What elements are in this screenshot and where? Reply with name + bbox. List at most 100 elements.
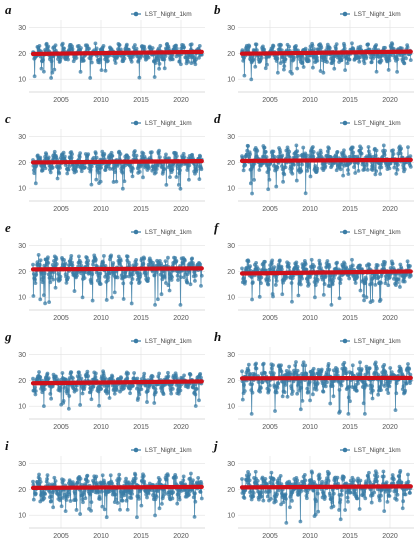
data-point <box>142 47 147 52</box>
data-point <box>313 295 317 300</box>
x-tick-label: 2005 <box>53 424 69 431</box>
panel-label: f <box>214 220 220 235</box>
data-point <box>388 366 393 370</box>
data-point <box>249 411 254 416</box>
data-point <box>392 165 397 170</box>
data-point <box>387 488 392 493</box>
data-point <box>325 259 330 263</box>
data-point <box>348 399 352 404</box>
data-point <box>374 148 379 153</box>
data-point <box>199 273 204 278</box>
data-point <box>93 375 98 379</box>
data-point <box>153 513 157 518</box>
data-point <box>408 381 412 386</box>
data-point <box>142 479 147 484</box>
data-point <box>100 473 105 478</box>
data-point <box>312 264 317 269</box>
data-point <box>405 45 410 50</box>
x-tick-label: 2015 <box>133 533 149 540</box>
data-point <box>131 383 135 388</box>
data-point <box>41 69 46 74</box>
data-point <box>283 492 288 497</box>
data-point <box>199 283 203 288</box>
data-point <box>331 58 336 63</box>
data-point <box>174 175 179 179</box>
data-point <box>272 155 277 159</box>
data-point <box>329 302 334 307</box>
data-point <box>110 481 114 486</box>
data-point <box>156 46 161 51</box>
data-point <box>269 470 274 475</box>
data-point <box>315 277 320 282</box>
data-point <box>250 297 254 302</box>
data-point <box>174 46 179 51</box>
data-point <box>47 489 52 494</box>
data-point <box>179 489 184 493</box>
data-point <box>61 496 66 500</box>
data-point <box>89 508 93 513</box>
data-point <box>256 267 261 271</box>
data-point <box>145 495 149 500</box>
data-point <box>408 58 413 63</box>
data-point <box>329 496 334 501</box>
data-point <box>378 172 383 176</box>
data-point <box>41 293 46 297</box>
x-tick-label: 2015 <box>342 533 358 540</box>
x-tick-label: 2020 <box>382 533 398 540</box>
data-point <box>275 165 280 170</box>
data-point <box>294 360 298 364</box>
data-point <box>335 150 340 154</box>
data-point <box>296 293 301 298</box>
data-point <box>364 162 369 167</box>
data-point <box>246 259 251 264</box>
data-point <box>303 191 308 196</box>
data-point <box>42 271 47 276</box>
data-point <box>311 145 315 149</box>
data-point <box>175 273 180 278</box>
x-tick-label: 2020 <box>382 97 398 104</box>
data-point <box>155 297 160 302</box>
data-point <box>278 150 283 155</box>
chart-panel-a: a LST_Night_1km 10 20 30 2005 2010 2015 2020 <box>5 2 205 104</box>
data-point <box>367 366 372 371</box>
data-point <box>159 292 164 297</box>
data-point <box>338 409 342 414</box>
legend-marker <box>133 338 139 344</box>
data-point <box>378 297 383 302</box>
data-point <box>137 496 141 501</box>
data-point <box>300 162 304 167</box>
data-point <box>295 66 300 71</box>
data-point <box>381 143 386 148</box>
data-point <box>174 475 178 480</box>
data-point <box>129 169 134 174</box>
data-point <box>405 259 410 264</box>
data-point <box>331 394 336 399</box>
x-tick-label: 2020 <box>173 424 189 431</box>
data-point <box>310 470 314 475</box>
data-point <box>289 281 294 285</box>
data-point <box>71 482 76 487</box>
data-point <box>170 57 175 62</box>
data-point <box>282 67 286 72</box>
data-point <box>103 68 108 73</box>
data-point <box>266 282 271 287</box>
data-point <box>271 371 276 376</box>
data-point <box>391 148 395 153</box>
data-point <box>240 397 245 402</box>
data-point <box>191 495 196 500</box>
data-point <box>85 255 89 260</box>
legend-label: LST_Night_1km <box>145 229 192 236</box>
data-point <box>385 387 389 392</box>
data-point <box>350 363 355 368</box>
data-point <box>161 392 166 397</box>
data-point <box>150 46 155 50</box>
data-point <box>253 64 258 69</box>
data-point <box>57 171 62 176</box>
data-point <box>312 47 317 51</box>
data-point <box>60 41 65 46</box>
data-point <box>327 471 331 476</box>
data-point <box>193 499 198 504</box>
data-point <box>402 167 407 172</box>
data-point <box>157 148 162 153</box>
data-point <box>178 186 183 191</box>
